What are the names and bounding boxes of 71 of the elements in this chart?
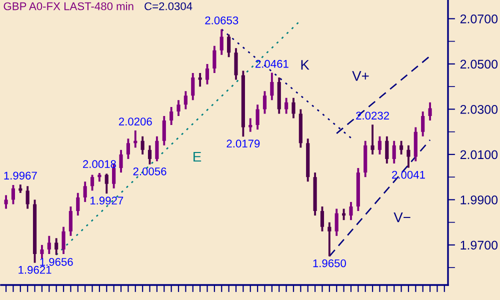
candlestick	[292, 96, 296, 120]
candlestick	[83, 180, 87, 203]
candlestick	[155, 135, 159, 162]
annotation: 2.0461	[256, 60, 288, 68]
candlestick	[62, 226, 66, 255]
candlestick	[76, 192, 80, 217]
annotation: 1.9967	[4, 172, 37, 180]
candlestick	[126, 138, 130, 160]
annotation: 2.0232	[356, 112, 389, 120]
candlestick	[328, 221, 332, 258]
candlestick	[68, 206, 73, 237]
candlestick	[170, 106, 174, 126]
candlestick	[385, 135, 389, 164]
candlestick	[406, 144, 410, 169]
series-label: E	[194, 152, 202, 162]
candlestick	[320, 206, 324, 232]
series-label: V+	[352, 71, 369, 81]
candlestick	[26, 185, 30, 210]
candlestick	[54, 237, 58, 256]
candlestick	[140, 135, 144, 156]
annotation: 1.9621	[18, 266, 52, 274]
candlestick	[392, 140, 396, 164]
candlestick	[4, 194, 8, 210]
series-label: K	[301, 60, 310, 70]
candlestick	[40, 244, 44, 260]
candlestick	[284, 96, 288, 115]
annotation: 2.0206	[118, 118, 152, 126]
candlestick	[399, 140, 404, 156]
annotation: 1.9927	[90, 196, 124, 205]
y-tick-label: 2.0100	[460, 150, 498, 160]
candlestick	[119, 148, 123, 174]
y-tick-label: 1.9700	[460, 240, 498, 250]
y-tick-label: 1.9900	[460, 196, 498, 204]
candlestick	[47, 234, 51, 255]
candlestick	[191, 72, 195, 102]
candlestick	[334, 208, 338, 237]
y-tick-label: 2.0500	[460, 60, 498, 69]
series-label: V−	[394, 212, 410, 222]
candlestick	[421, 110, 425, 138]
annotation: 1.9650	[313, 259, 346, 268]
y-tick-label: 2.0700	[460, 14, 498, 24]
candlestick	[11, 184, 16, 206]
candlestick	[262, 90, 267, 115]
candlestick	[162, 115, 166, 146]
candlestick	[370, 124, 374, 156]
annotation: 2.0179	[226, 140, 260, 148]
annotation: 2.0041	[392, 170, 425, 179]
annotation: 1.9656	[40, 258, 73, 266]
candlestick	[104, 172, 108, 195]
candlestick	[176, 99, 180, 117]
candlestick	[234, 47, 238, 81]
candlestick	[90, 174, 94, 192]
candlestick	[248, 117, 252, 133]
candlestick	[220, 28, 224, 56]
chart-title: GBP A0-FX LAST-480 min	[4, 2, 134, 10]
candlestick	[212, 44, 216, 74]
candlestick	[205, 62, 210, 86]
candlestick	[378, 135, 382, 156]
candlestick	[198, 72, 202, 88]
y-tick-label: 2.0300	[460, 105, 498, 114]
candlestick	[428, 101, 432, 122]
candlestick	[349, 200, 353, 222]
chart-subtitle: C=2.0304	[144, 2, 192, 10]
annotation: 2.0018	[83, 160, 116, 168]
candlestick	[270, 72, 274, 102]
candlestick	[148, 144, 152, 166]
candlestick	[256, 104, 260, 131]
annotation: 2.0056	[133, 167, 166, 176]
annotation: 2.0653	[205, 16, 238, 24]
candlestick	[227, 34, 231, 58]
candlestick	[184, 90, 188, 110]
